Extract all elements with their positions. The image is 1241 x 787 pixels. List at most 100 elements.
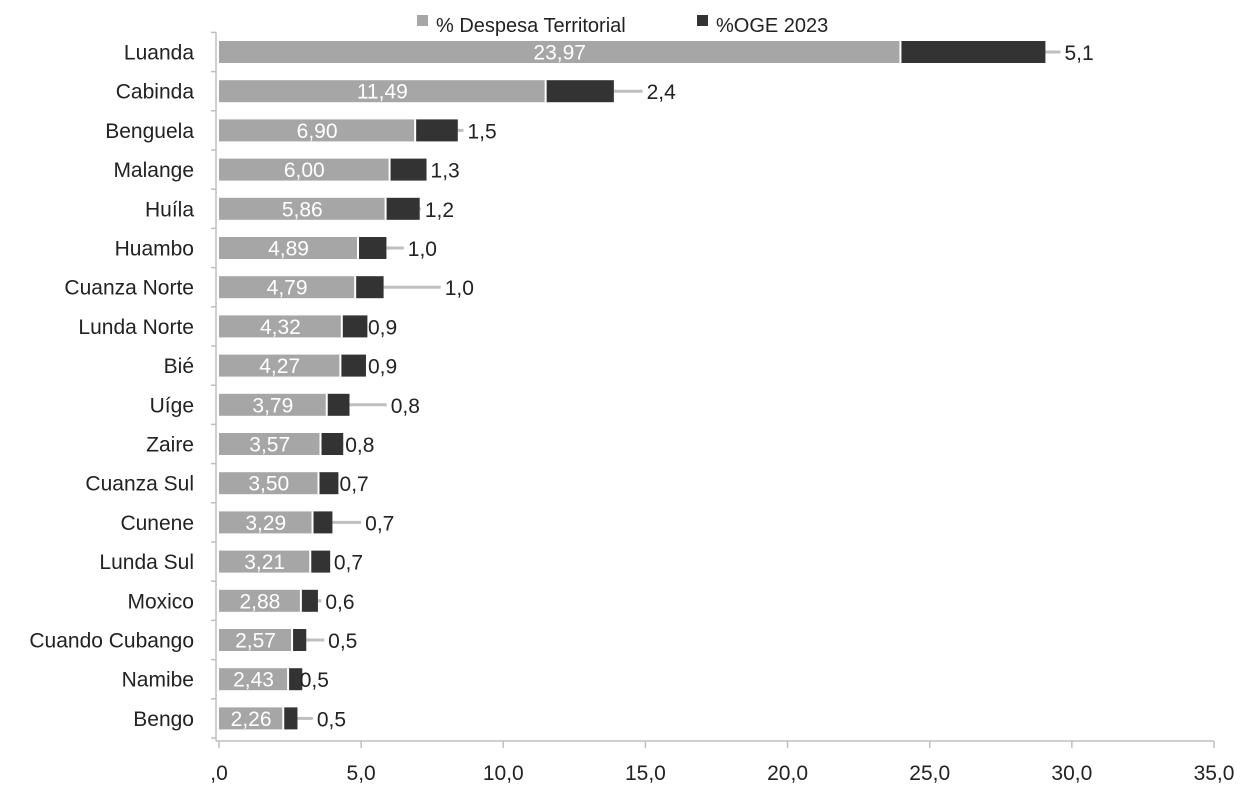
data-label-oge-zaire: 0,8 — [345, 434, 374, 457]
bar-oge-cuando-cubango — [292, 629, 307, 651]
data-label-despesa-huila: 5,86 — [282, 198, 323, 221]
data-label-oge-cunene: 0,7 — [365, 512, 394, 535]
category-label-zaire: Zaire — [146, 434, 194, 457]
x-tick-label: 30,0 — [1051, 762, 1092, 785]
data-label-despesa-moxico: 2,88 — [239, 590, 280, 613]
category-label-lunda-sul: Lunda Sul — [99, 551, 194, 574]
category-label-malange: Malange — [113, 159, 194, 182]
data-label-despesa-luanda: 23,97 — [533, 42, 586, 65]
bar-despesa-cunene — [219, 511, 313, 534]
bar-oge-lunda-sul — [310, 550, 331, 573]
category-label-lunda-norte: Lunda Norte — [78, 316, 194, 339]
data-label-oge-cabinda: 2,4 — [647, 81, 677, 104]
data-label-despesa-cuanza-sul: 3,50 — [248, 473, 289, 496]
data-label-oge-cuanza-sul: 0,7 — [340, 473, 369, 496]
data-label-oge-lunda-sul: 0,7 — [334, 552, 363, 575]
bar-despesa-benguela — [219, 119, 416, 142]
bars-layer: 23,97 5,1 11,49 2,4 6,90 1,5 6,00 1,3 5,86 1,2 4,8… — [219, 41, 1094, 731]
data-label-oge-moxico: 0,6 — [325, 591, 354, 614]
bar-oge-cuanza-norte — [355, 276, 384, 299]
data-label-despesa-malange: 6,00 — [284, 159, 325, 182]
bar-oge-bengo — [283, 707, 298, 730]
data-label-despesa-cuando-cubango: 2,57 — [235, 630, 276, 653]
legend-swatch-despesa — [417, 15, 428, 26]
data-label-oge-huambo: 1,0 — [408, 238, 437, 261]
data-label-oge-cuando-cubango: 0,5 — [328, 630, 357, 653]
data-label-despesa-lunda-sul: 3,21 — [244, 551, 285, 574]
category-label-benguela: Benguela — [105, 120, 194, 143]
category-label-bie: Bié — [164, 355, 194, 378]
data-label-despesa-bie: 4,27 — [259, 355, 300, 378]
data-label-oge-uige: 0,8 — [391, 395, 420, 418]
data-label-oge-lunda-norte: 0,9 — [368, 316, 397, 339]
category-label-huila: Huíla — [145, 198, 194, 221]
bar-despesa-lunda-sul — [219, 550, 311, 573]
data-label-despesa-namibe: 2,43 — [233, 669, 274, 692]
legend-label-oge: %OGE 2023 — [716, 15, 828, 37]
category-label-cuando-cubango: Cuando Cubango — [29, 630, 194, 653]
category-label-huambo: Huambo — [115, 238, 194, 261]
bar-oge-zaire — [320, 433, 344, 455]
axes-layer: Luanda Cabinda Benguela Malange Huíla Huambo C… — [29, 31, 1235, 785]
category-label-uige: Uíge — [150, 394, 194, 417]
bar-despesa-cuando-cubango — [219, 629, 293, 651]
bar-despesa-bie — [219, 354, 341, 377]
data-label-despesa-zaire: 3,57 — [249, 434, 290, 457]
x-tick-label: 25,0 — [909, 762, 950, 785]
x-tick-label: 35,0 — [1194, 762, 1235, 785]
bar-despesa-moxico — [219, 589, 301, 612]
x-tick-label: 15,0 — [625, 762, 666, 785]
category-label-moxico: Moxico — [127, 590, 194, 613]
category-label-cuanza-sul: Cuanza Sul — [85, 473, 194, 496]
data-label-oge-huila: 1,2 — [425, 199, 454, 222]
bar-oge-cabinda — [545, 80, 614, 103]
bar-despesa-lunda-norte — [219, 315, 342, 338]
data-label-despesa-benguela: 6,90 — [297, 120, 338, 143]
bar-despesa-namibe — [219, 668, 289, 691]
bar-oge-cunene — [312, 511, 333, 534]
data-label-despesa-cabinda: 11,49 — [357, 81, 408, 104]
bar-despesa-bengo — [219, 707, 284, 730]
category-label-namibe: Namibe — [122, 669, 194, 692]
data-label-despesa-cunene: 3,29 — [245, 512, 286, 535]
category-label-cunene: Cunene — [120, 512, 194, 535]
category-label-luanda: Luanda — [124, 42, 194, 65]
bar-oge-moxico — [300, 589, 318, 612]
data-label-oge-cuanza-norte: 1,0 — [445, 277, 474, 300]
bar-despesa-malange — [219, 158, 390, 181]
data-label-oge-bengo: 0,5 — [317, 708, 346, 731]
bar-oge-malange — [389, 158, 427, 181]
x-tick-label: 5,0 — [347, 762, 376, 785]
data-label-despesa-cuanza-norte: 4,79 — [267, 277, 308, 300]
bar-oge-huila — [385, 197, 420, 220]
data-label-oge-luanda: 5,1 — [1064, 42, 1093, 65]
bar-despesa-uige — [219, 393, 327, 416]
bar-oge-luanda — [900, 41, 1046, 63]
category-label-cuanza-norte: Cuanza Norte — [64, 277, 194, 300]
legend-label-despesa: % Despesa Territorial — [436, 15, 626, 37]
bar-despesa-luanda — [219, 41, 901, 63]
data-label-despesa-lunda-norte: 4,32 — [260, 316, 301, 339]
data-label-despesa-bengo: 2,26 — [231, 708, 272, 731]
bar-despesa-cuanza-norte — [219, 276, 356, 299]
bar-oge-lunda-norte — [341, 315, 368, 338]
data-label-despesa-uige: 3,79 — [252, 394, 293, 417]
bar-oge-bie — [340, 354, 366, 377]
data-label-oge-benguela: 1,5 — [467, 120, 496, 143]
data-label-despesa-huambo: 4,89 — [268, 238, 309, 261]
bar-despesa-huila — [219, 197, 386, 220]
bar-oge-cuanza-sul — [318, 472, 339, 495]
bar-oge-huambo — [358, 237, 387, 259]
x-tick-label: ,0 — [210, 762, 228, 785]
bar-oge-namibe — [288, 668, 303, 691]
legend: % Despesa Territorial %OGE 2023 — [417, 15, 828, 37]
data-label-oge-namibe: 0,5 — [300, 669, 329, 692]
category-label-cabinda: Cabinda — [116, 81, 195, 104]
bar-despesa-cabinda — [219, 80, 546, 103]
bar-despesa-zaire — [219, 433, 321, 455]
legend-swatch-oge — [697, 15, 708, 26]
data-label-oge-bie: 0,9 — [368, 356, 397, 379]
data-label-oge-malange: 1,3 — [431, 160, 460, 183]
category-label-bengo: Bengo — [133, 708, 194, 731]
